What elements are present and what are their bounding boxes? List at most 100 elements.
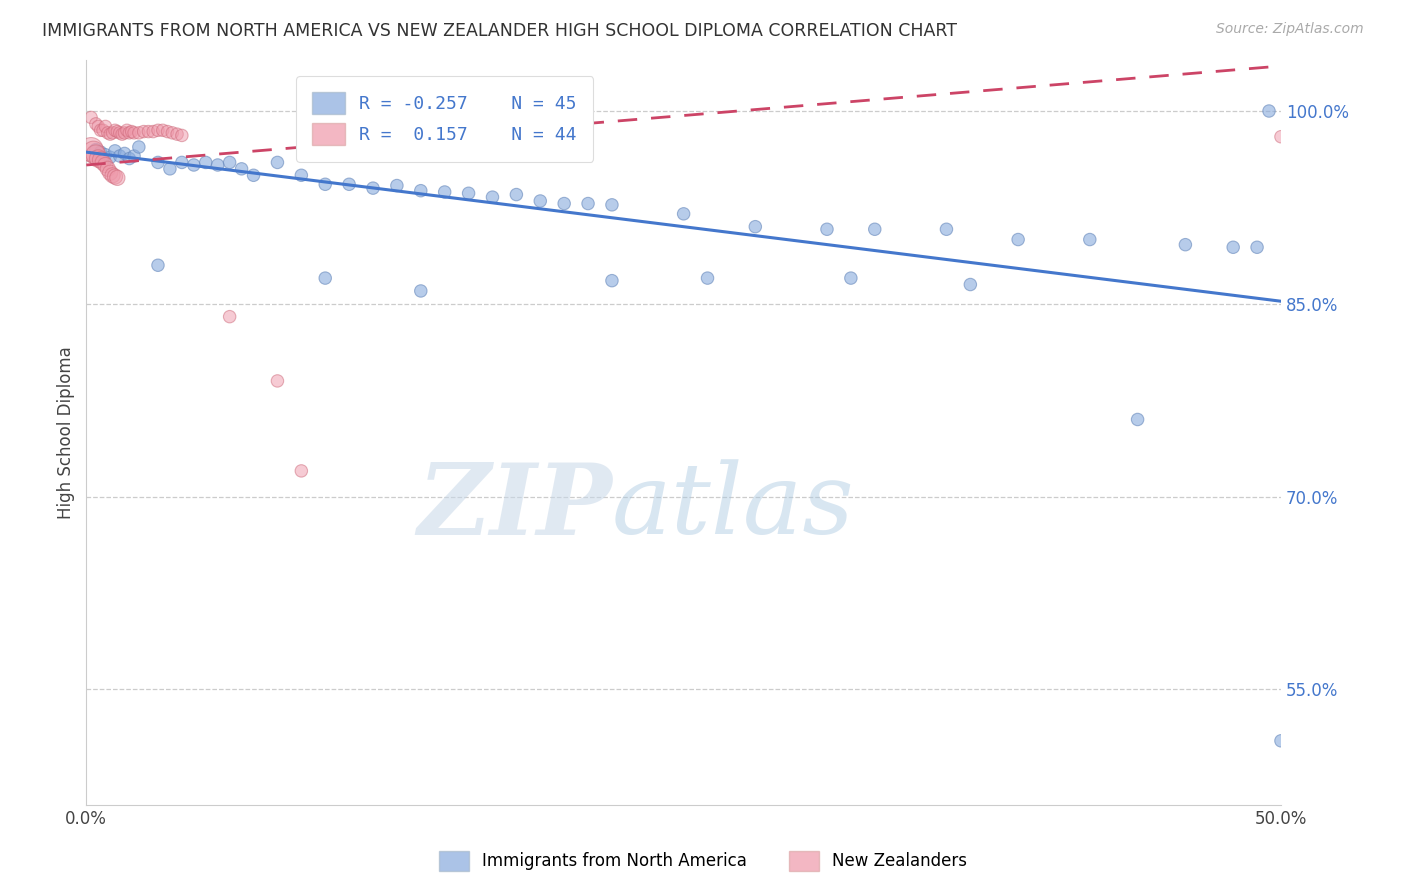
Point <box>266 155 288 169</box>
Point <box>815 222 838 236</box>
Point <box>80 143 103 157</box>
Point <box>159 161 181 176</box>
Point <box>90 123 112 137</box>
Point <box>128 126 150 140</box>
Point <box>91 155 114 169</box>
Point <box>696 271 718 285</box>
Point <box>97 126 120 140</box>
Point <box>162 126 184 140</box>
Point <box>94 147 117 161</box>
Point <box>839 271 862 285</box>
Point <box>98 150 121 164</box>
Point <box>115 123 138 137</box>
Point <box>146 258 169 272</box>
Y-axis label: High School Diploma: High School Diploma <box>58 346 75 519</box>
Point <box>156 125 179 139</box>
Point <box>170 128 193 143</box>
Point <box>935 222 957 236</box>
Point <box>744 219 766 234</box>
Point <box>1270 129 1292 144</box>
Point <box>94 158 117 172</box>
Point <box>529 194 551 208</box>
Point <box>481 190 503 204</box>
Point <box>1246 240 1268 254</box>
Point <box>98 127 121 141</box>
Point <box>118 152 141 166</box>
Point <box>314 178 336 192</box>
Point <box>361 181 384 195</box>
Point <box>108 149 131 163</box>
Point <box>105 170 128 185</box>
Point <box>218 155 240 169</box>
Point <box>114 126 136 140</box>
Point <box>114 146 136 161</box>
Point <box>290 464 312 478</box>
Legend: R = -0.257    N = 45, R =  0.157    N = 44: R = -0.257 N = 45, R = 0.157 N = 44 <box>297 76 593 161</box>
Text: IMMIGRANTS FROM NORTH AMERICA VS NEW ZEALANDER HIGH SCHOOL DIPLOMA CORRELATION C: IMMIGRANTS FROM NORTH AMERICA VS NEW ZEA… <box>42 22 957 40</box>
Point <box>152 123 174 137</box>
Point <box>600 198 623 212</box>
Point <box>84 143 107 157</box>
Point <box>87 152 110 166</box>
Point <box>1126 412 1149 426</box>
Point <box>101 168 124 182</box>
Point <box>146 123 169 137</box>
Text: Source: ZipAtlas.com: Source: ZipAtlas.com <box>1216 22 1364 37</box>
Point <box>90 153 112 167</box>
Point <box>90 145 112 160</box>
Point <box>87 120 110 134</box>
Point <box>98 166 121 180</box>
Point <box>146 155 169 169</box>
Point <box>409 184 432 198</box>
Point <box>1222 240 1244 254</box>
Point <box>166 127 188 141</box>
Point <box>104 123 127 137</box>
Point <box>132 125 155 139</box>
Point <box>433 185 456 199</box>
Point <box>183 158 205 172</box>
Point <box>142 125 165 139</box>
Point <box>84 147 107 161</box>
Point <box>128 140 150 154</box>
Point <box>108 126 131 140</box>
Point <box>97 161 120 176</box>
Point <box>337 178 360 192</box>
Point <box>101 126 124 140</box>
Point <box>122 149 145 163</box>
Point <box>314 271 336 285</box>
Text: ZIP: ZIP <box>418 458 612 555</box>
Point <box>672 207 695 221</box>
Point <box>122 126 145 140</box>
Point <box>118 126 141 140</box>
Point <box>242 168 264 182</box>
Point <box>82 145 104 160</box>
Point <box>1007 233 1029 247</box>
Point <box>207 158 229 172</box>
Point <box>91 123 114 137</box>
Point <box>290 168 312 182</box>
Point <box>231 161 253 176</box>
Text: atlas: atlas <box>612 459 855 555</box>
Point <box>104 144 127 158</box>
Point <box>600 274 623 288</box>
Point <box>1174 237 1197 252</box>
Point <box>1258 103 1281 118</box>
Point <box>105 125 128 139</box>
Point <box>505 187 527 202</box>
Point <box>553 196 575 211</box>
Point <box>138 125 160 139</box>
Point <box>84 117 107 131</box>
Point <box>104 169 127 184</box>
Point <box>457 186 479 201</box>
Point <box>266 374 288 388</box>
Point <box>111 127 134 141</box>
Point <box>80 111 103 125</box>
Point <box>121 125 143 139</box>
Point <box>409 284 432 298</box>
Point <box>194 155 217 169</box>
Point <box>94 120 117 134</box>
Legend: Immigrants from North America, New Zealanders: Immigrants from North America, New Zeala… <box>430 842 976 880</box>
Point <box>385 178 408 193</box>
Point <box>1270 734 1292 748</box>
Point <box>170 155 193 169</box>
